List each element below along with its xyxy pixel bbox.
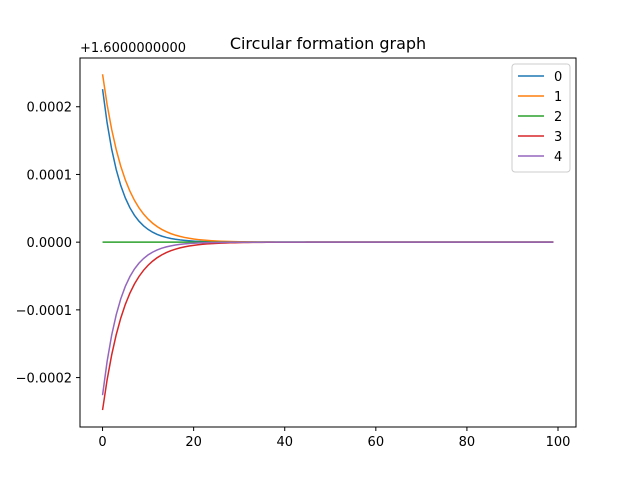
x-axis: 0 20 40 60 80 100	[98, 427, 570, 450]
series-layer	[101, 74, 554, 411]
x-tick-label: 20	[185, 435, 202, 450]
legend-box	[511, 63, 571, 173]
x-tick-label: 100	[546, 435, 571, 450]
y-offset-text: +1.6000000000	[80, 41, 186, 56]
y-axis: −0.0002 −0.0001 0.0000 0.0001 0.0002	[16, 101, 80, 387]
legend-label-3: 3	[554, 130, 562, 145]
x-tick-label: 80	[459, 435, 476, 450]
legend: 0 1 2 3 4	[511, 63, 571, 173]
y-tick-label: 0.0000	[27, 236, 73, 251]
legend-label-4: 4	[554, 150, 562, 165]
y-tick-label: −0.0001	[16, 304, 72, 319]
x-tick-label: 40	[276, 435, 293, 450]
legend-label-1: 1	[554, 90, 562, 105]
x-tick-label: 0	[98, 435, 106, 450]
y-tick-label: −0.0002	[16, 372, 72, 387]
y-tick-label: 0.0002	[27, 101, 73, 116]
series-line-4	[101, 241, 554, 396]
legend-label-2: 2	[554, 110, 562, 125]
legend-label-0: 0	[554, 70, 562, 85]
x-tick-label: 60	[368, 435, 385, 450]
y-tick-label: 0.0001	[27, 168, 73, 183]
chart-title: Circular formation graph	[230, 34, 426, 53]
